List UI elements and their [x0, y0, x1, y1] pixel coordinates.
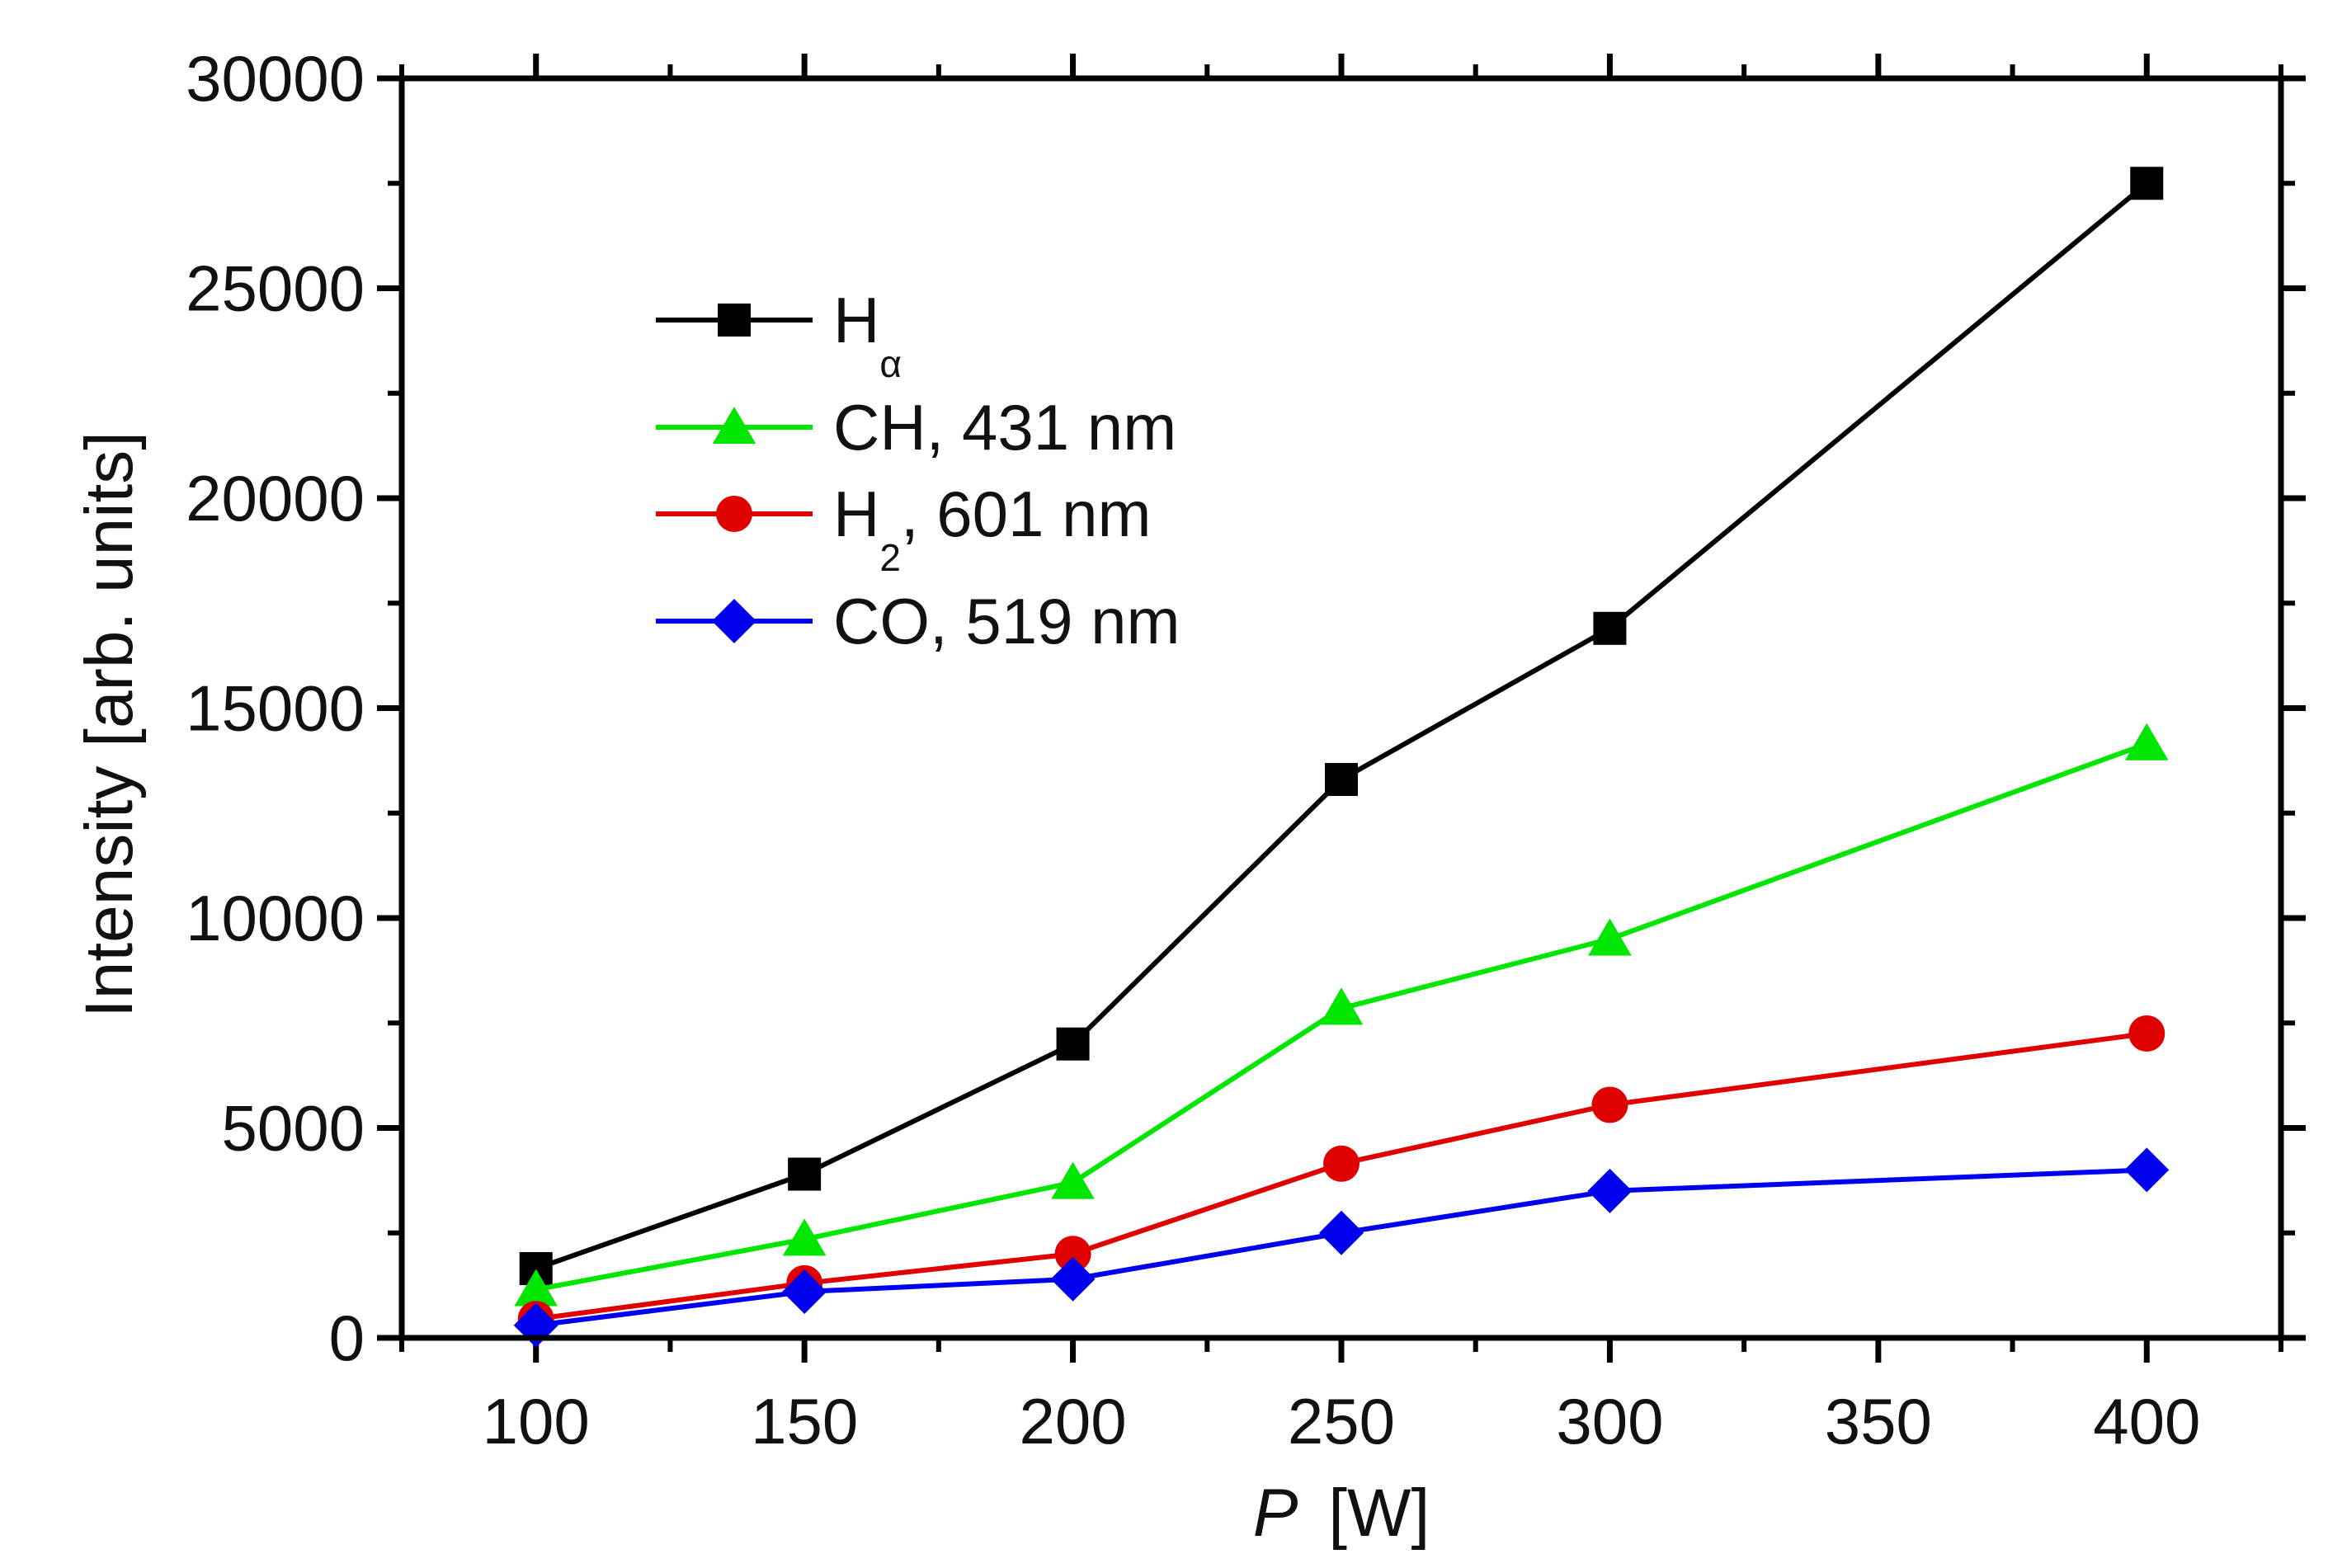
series-line — [535, 181, 2149, 1271]
series-line — [535, 1167, 2147, 1328]
x-tick-label: 250 — [1288, 1385, 1395, 1457]
data-point — [2125, 723, 2169, 760]
data-point — [1593, 611, 1627, 645]
data-point — [782, 1218, 827, 1256]
legend-label: CH, 431 nm — [833, 391, 1176, 464]
y-axis-title: Intensity [arb. units] — [72, 431, 147, 1018]
data-point — [1587, 1168, 1633, 1213]
x-tick-label: 200 — [1020, 1385, 1127, 1457]
series-2 — [517, 1015, 2165, 1338]
series-1 — [514, 723, 2169, 1307]
data-point — [1051, 1161, 1095, 1199]
series-line — [535, 741, 2148, 1293]
y-tick-label: 10000 — [186, 882, 365, 954]
series-line — [535, 1031, 2147, 1322]
legend-label: CO, 519 nm — [833, 585, 1180, 657]
x-tick-label: 300 — [1556, 1385, 1663, 1457]
data-point — [1319, 987, 1364, 1025]
x-tick-label: 100 — [483, 1385, 590, 1457]
y-tick-label: 15000 — [186, 672, 365, 745]
data-point — [1050, 1256, 1096, 1302]
legend-marker — [712, 407, 756, 444]
y-tick-label: 30000 — [186, 42, 365, 115]
y-tick-label: 0 — [329, 1302, 365, 1374]
data-point — [2130, 167, 2164, 200]
data-point — [788, 1157, 822, 1191]
x-tick-label: 150 — [751, 1385, 858, 1457]
x-axis-unit: [W] — [1328, 1476, 1430, 1551]
series-0 — [519, 167, 2164, 1286]
legend-label: Hα — [833, 284, 902, 385]
y-tick-label: 5000 — [221, 1092, 365, 1165]
plot-frame — [398, 75, 2284, 1341]
data-point — [1323, 1145, 1360, 1182]
data-point — [1056, 1027, 1090, 1061]
series-layer — [513, 167, 2170, 1348]
data-point — [513, 1302, 558, 1348]
y-tick-label: 20000 — [186, 462, 365, 534]
data-point — [782, 1269, 827, 1315]
legend-item: CH, 431 nm — [656, 391, 1176, 464]
x-axis-title: P [W] — [1253, 1476, 1430, 1551]
legend-item: H2, 601 nm — [656, 478, 1151, 579]
legend-marker — [718, 304, 751, 337]
data-point — [1591, 1086, 1628, 1123]
legend-label: H2, 601 nm — [833, 478, 1151, 579]
legend-item: CO, 519 nm — [656, 585, 1180, 657]
data-point — [1588, 918, 1632, 956]
x-tick-label: 350 — [1825, 1385, 1932, 1457]
data-point — [1319, 1210, 1364, 1255]
ticks-layer: 100 150 200 250 300 350 400 0 5000 10000 15000 2000… — [186, 42, 2306, 1457]
data-point — [514, 1269, 558, 1307]
legend-marker — [716, 496, 752, 532]
x-tick-label: 400 — [2093, 1385, 2200, 1457]
y-tick-label: 25000 — [186, 252, 365, 325]
data-point — [2128, 1015, 2165, 1052]
legend-marker — [712, 599, 756, 643]
data-point — [2124, 1147, 2170, 1193]
legend-item: Hα — [656, 284, 902, 385]
x-axis-variable: P — [1253, 1476, 1298, 1551]
data-point — [1325, 763, 1358, 797]
data-point — [1054, 1236, 1091, 1273]
